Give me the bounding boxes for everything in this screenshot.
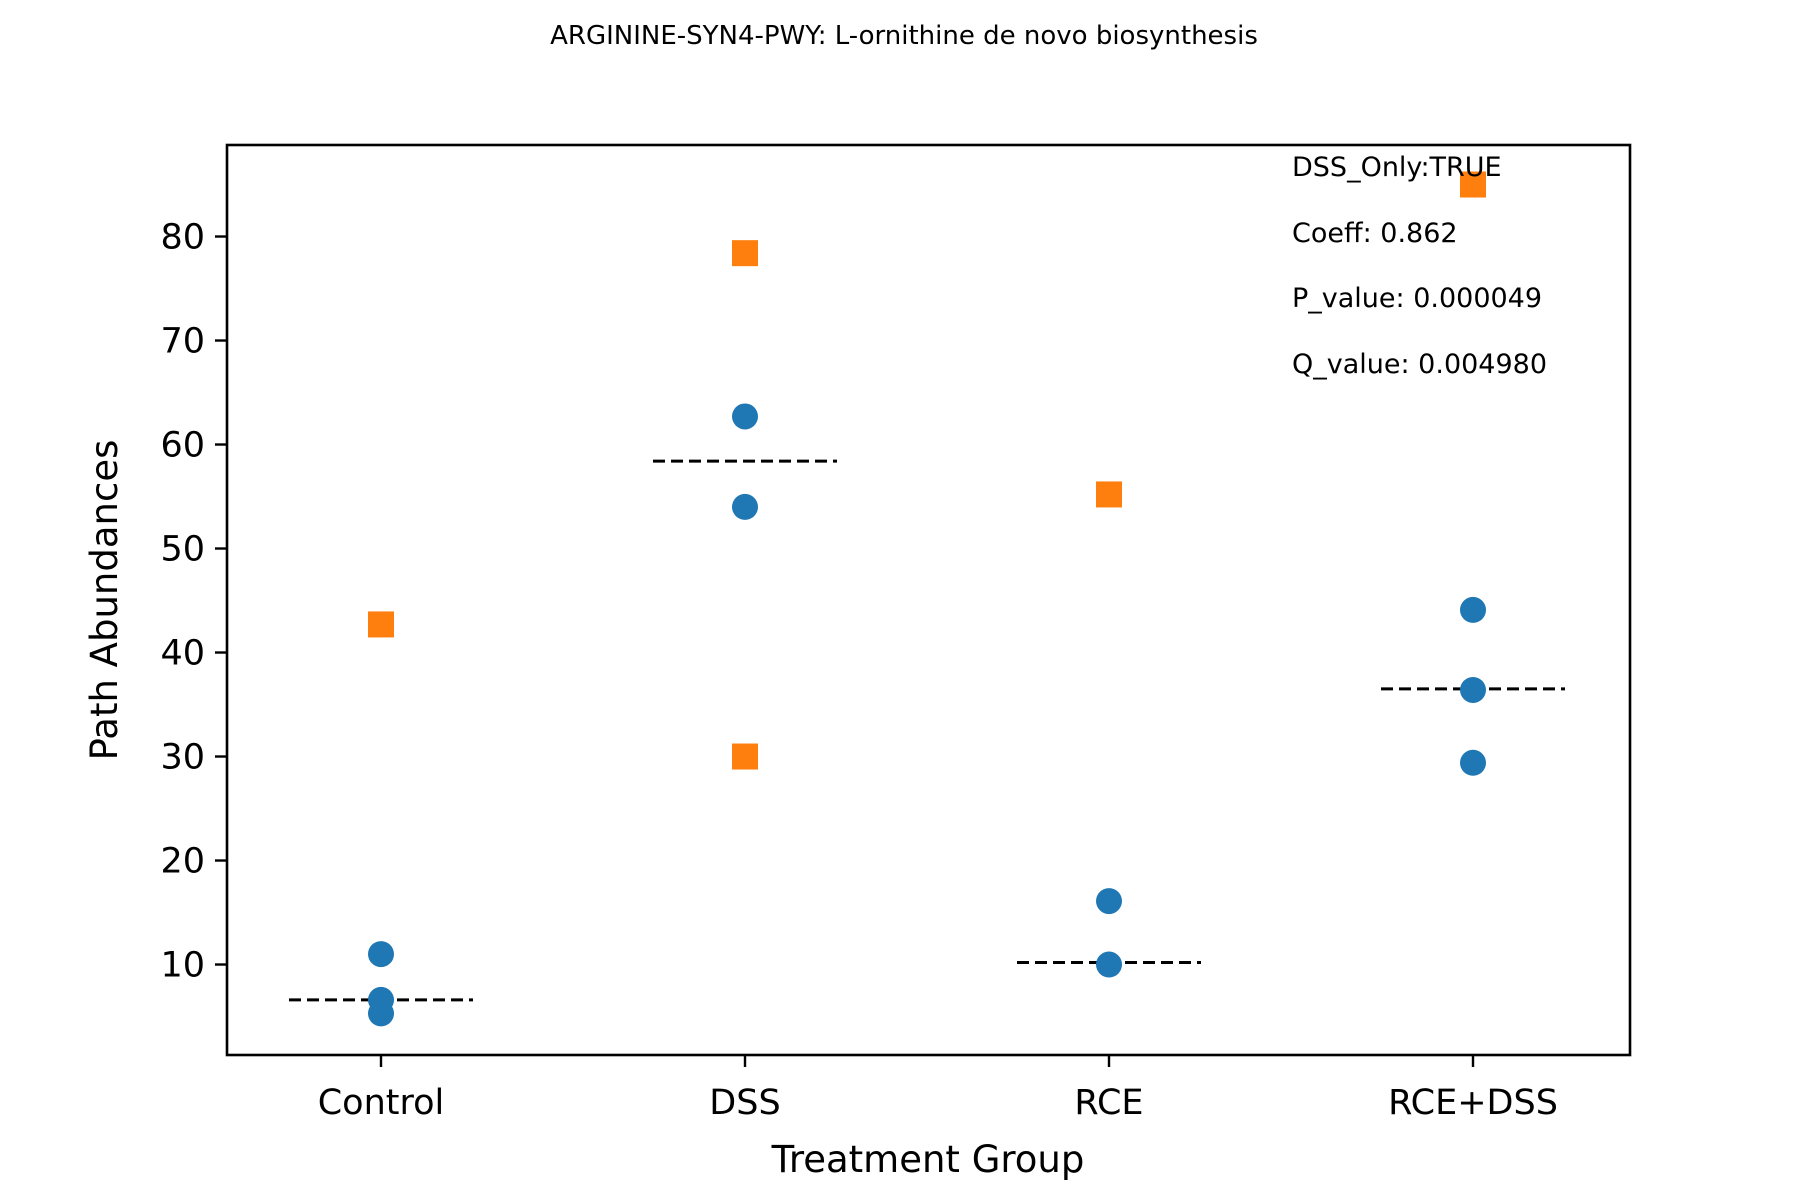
square-point-rce-dss-4: [1460, 171, 1486, 198]
y-tick-label-30: 30: [160, 738, 205, 778]
annotation-2: P_value: 0.000049: [1292, 283, 1542, 314]
circle-point-rce-5: [1096, 888, 1122, 915]
circle-point-dss-4: [732, 493, 758, 520]
square-point-dss-2: [732, 743, 758, 770]
square-point-rce-3: [1096, 481, 1122, 508]
x-axis-label: Treatment Group: [771, 1138, 1085, 1181]
x-tick-label-dss: DSS: [709, 1083, 780, 1123]
chart-title: ARGININE-SYN4-PWY: L-ornithine de novo b…: [550, 21, 1258, 51]
y-tick-label-20: 20: [160, 842, 205, 882]
y-tick-label-50: 50: [160, 530, 205, 570]
y-tick-label-10: 10: [160, 946, 205, 986]
circle-point-dss-3: [732, 403, 758, 430]
x-tick-label-rce-dss: RCE+DSS: [1388, 1083, 1558, 1123]
annotations: DSS_Only:TRUE Coeff: 0.862 P_value: 0.0000…: [1292, 152, 1547, 380]
circle-point-control-2: [368, 1000, 394, 1027]
marks-layer: [289, 171, 1565, 1027]
circle-point-rce-dss-7: [1460, 596, 1486, 623]
plot-frame: [225, 143, 1632, 1057]
ticks-layer: 10 20 30 40 50 60 70 80 Control DSS RCE RCE+DSS: [160, 218, 1557, 1123]
x-tick-label-control: Control: [318, 1083, 445, 1123]
x-tick-label-rce: RCE: [1074, 1083, 1143, 1123]
circle-point-rce-6: [1096, 951, 1122, 978]
circle-point-rce-dss-8: [1460, 676, 1486, 703]
y-tick-label-40: 40: [160, 634, 205, 674]
y-axis-label: Path Abundances: [83, 440, 126, 761]
annotation-3: Q_value: 0.004980: [1292, 349, 1547, 380]
circle-point-control-0: [368, 941, 394, 968]
annotation-1: Coeff: 0.862: [1292, 218, 1458, 249]
square-point-control-0: [368, 611, 394, 638]
square-point-dss-1: [732, 240, 758, 267]
y-tick-label-70: 70: [160, 322, 205, 362]
annotation-0: DSS_Only:TRUE: [1292, 152, 1502, 183]
y-tick-label-60: 60: [160, 426, 205, 466]
y-tick-label-80: 80: [160, 218, 205, 258]
circle-point-rce-dss-9: [1460, 749, 1486, 776]
